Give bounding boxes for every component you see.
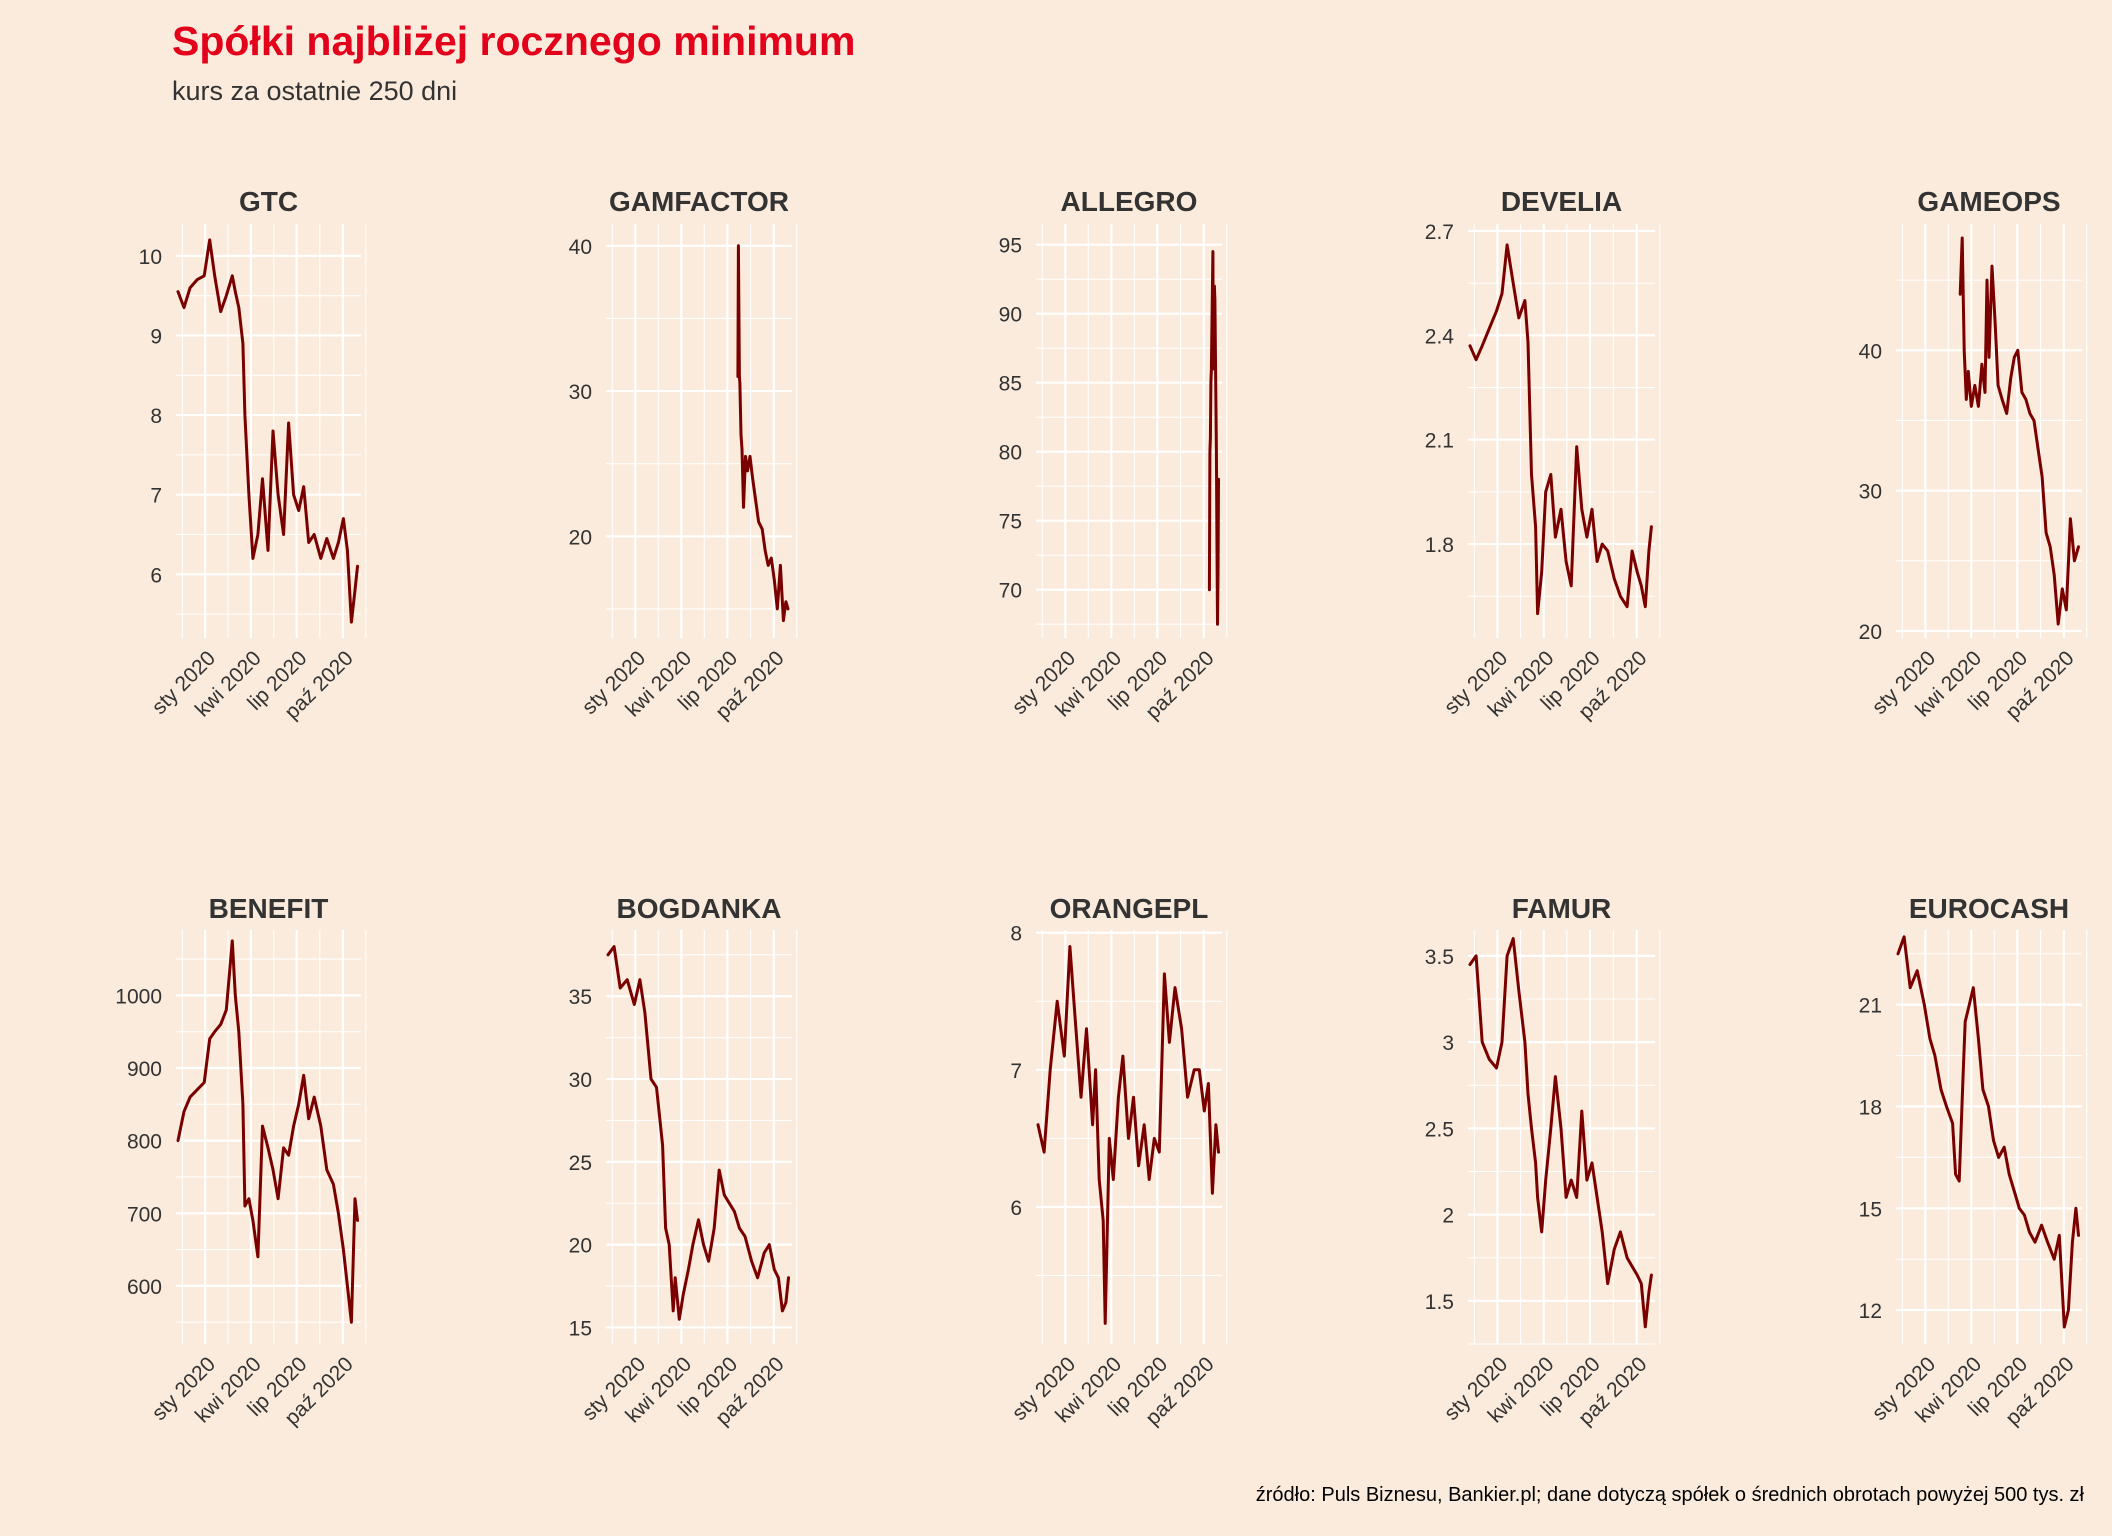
y-tick-label: 7 xyxy=(150,485,162,508)
series-line-gamfactor xyxy=(736,244,790,623)
page-subtitle: kurs za ostatnie 250 dni xyxy=(172,76,458,106)
y-tick-label: 15 xyxy=(569,1317,592,1340)
series-line-bogdanka xyxy=(606,945,790,1321)
y-tick-label: 40 xyxy=(569,236,592,259)
panel-title: GAMEOPS xyxy=(1917,186,2060,217)
y-tick-label: 21 xyxy=(1859,995,1882,1018)
y-tick-label: 2.4 xyxy=(1425,325,1455,348)
y-tick-label: 30 xyxy=(1859,481,1882,504)
y-tick-label: 8 xyxy=(150,405,162,428)
y-tick-label: 80 xyxy=(999,442,1022,465)
y-tick-label: 40 xyxy=(1859,340,1882,363)
y-tick-label: 12 xyxy=(1859,1300,1882,1323)
y-tick-label: 1.5 xyxy=(1425,1291,1454,1314)
y-tick-label: 700 xyxy=(127,1203,162,1226)
y-tick-label: 85 xyxy=(999,373,1022,396)
y-tick-label: 2.5 xyxy=(1425,1118,1454,1141)
y-tick-label: 30 xyxy=(569,1069,592,1092)
series-line-orangepl xyxy=(1036,945,1220,1325)
y-tick-label: 95 xyxy=(999,235,1022,258)
y-tick-label: 7 xyxy=(1010,1060,1022,1083)
y-tick-label: 3 xyxy=(1442,1032,1454,1055)
y-tick-label: 70 xyxy=(999,580,1022,603)
page-title: Spółki najbliżej rocznego minimum xyxy=(172,18,856,64)
y-tick-label: 3.5 xyxy=(1425,946,1454,969)
panel-title: ALLEGRO xyxy=(1061,186,1198,217)
y-tick-label: 20 xyxy=(569,1235,592,1258)
series-line-gtc xyxy=(176,238,359,624)
y-tick-label: 2.7 xyxy=(1425,221,1454,244)
series-line-benefit xyxy=(176,939,359,1324)
y-tick-label: 90 xyxy=(999,304,1022,327)
y-tick-label: 18 xyxy=(1859,1096,1882,1119)
y-tick-label: 20 xyxy=(1859,621,1882,644)
panel-title: BOGDANKA xyxy=(617,893,782,924)
y-tick-label: 800 xyxy=(127,1131,162,1154)
series-line-allegro xyxy=(1207,250,1220,626)
y-tick-label: 35 xyxy=(569,986,592,1009)
y-tick-label: 25 xyxy=(569,1152,592,1175)
y-tick-label: 1000 xyxy=(115,985,162,1008)
y-tick-label: 75 xyxy=(999,511,1022,534)
y-tick-label: 6 xyxy=(1010,1197,1022,1220)
y-tick-label: 10 xyxy=(139,246,162,269)
series-line-gameops xyxy=(1958,236,2080,626)
y-tick-label: 15 xyxy=(1859,1198,1882,1221)
y-tick-label: 2 xyxy=(1442,1205,1454,1228)
panel-title: BENEFIT xyxy=(209,893,329,924)
y-tick-label: 6 xyxy=(150,564,162,587)
panel-title: EUROCASH xyxy=(1909,893,2069,924)
panel-title: DEVELIA xyxy=(1501,186,1622,217)
y-tick-label: 1.8 xyxy=(1425,534,1454,557)
series-line-develia xyxy=(1468,243,1653,616)
panel-title: GTC xyxy=(239,186,298,217)
y-tick-label: 20 xyxy=(569,526,592,549)
series-line-famur xyxy=(1468,937,1653,1329)
series-line-eurocash xyxy=(1896,935,2080,1329)
y-tick-label: 600 xyxy=(127,1276,162,1299)
panel-title: FAMUR xyxy=(1512,893,1612,924)
panel-title: ORANGEPL xyxy=(1050,893,1209,924)
panel-title: GAMFACTOR xyxy=(609,186,789,217)
source-note: źródło: Puls Biznesu, Bankier.pl; dane d… xyxy=(1255,1484,2084,1506)
y-tick-label: 30 xyxy=(569,381,592,404)
y-tick-label: 2.1 xyxy=(1425,430,1454,453)
y-tick-label: 9 xyxy=(150,325,162,348)
y-tick-label: 900 xyxy=(127,1058,162,1081)
y-tick-label: 8 xyxy=(1010,923,1022,946)
